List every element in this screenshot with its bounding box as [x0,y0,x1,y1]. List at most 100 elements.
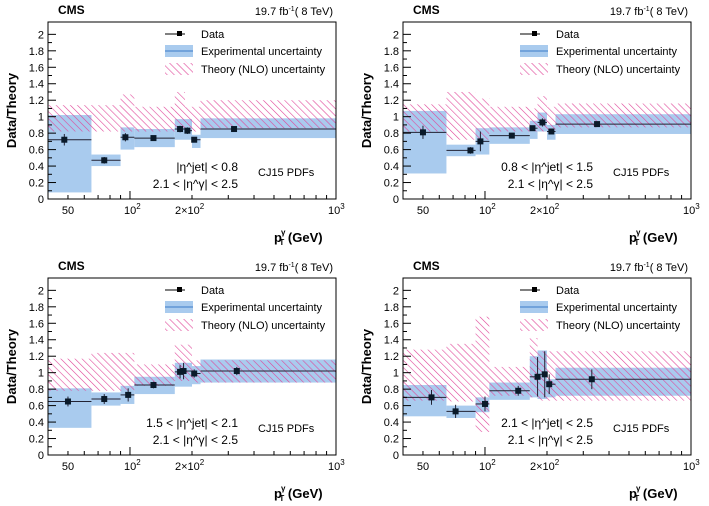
data-marker [452,408,459,415]
legend-data-marker [177,287,182,292]
theory-uncertainty-band [446,91,476,140]
x-axis-label: pγ T (GeV) [629,484,678,503]
y-tick-label: 0 [38,450,44,462]
exp: 2 [491,202,496,211]
legend-data: Data [556,29,580,41]
data-point [555,121,691,128]
base: 10 [683,461,695,473]
x-axis-label: pγ T (GeV) [274,228,323,247]
y-tick-label: 1.4 [384,79,399,91]
y-tick-label: 0.4 [29,417,44,429]
base: 10 [479,205,491,217]
region-jet-label: 0.8 < |η^jet| < 1.5 [501,160,593,174]
theory-uncertainty-band [403,349,447,401]
legend-theory-swatch [520,319,548,331]
legend: Data Experimental uncertainty Theory (NLO)… [520,29,681,76]
sup: γ [636,484,641,493]
base: 10 [328,461,340,473]
data-marker [180,368,187,375]
data-marker [191,136,198,143]
region-gamma-label: 2.1 < |η^γ| < 2.5 [508,177,594,191]
data-point [489,385,530,396]
y-tick-label: 1 [393,112,399,124]
data-point [540,351,548,398]
x-tick-label-100: 102 [479,458,496,473]
exp: 3 [340,458,345,467]
data-point [446,404,476,418]
exp: 3 [695,202,700,211]
data-point [200,366,336,376]
theory-uncertainty-band [537,96,547,132]
sup: -1 [288,6,294,13]
y-tick-label: 1.2 [29,351,44,363]
sup: -1 [643,6,649,13]
x-tick-label: 50 [417,461,429,473]
y-tick-label: 0.6 [29,401,44,413]
data-marker [594,121,601,128]
legend-theory: Theory (NLO) uncertainty [201,64,326,76]
y-tick-label: 0.6 [384,401,399,413]
data-marker [467,147,474,154]
region-gamma-label: 2.1 < |η^γ| < 2.5 [153,177,239,191]
lumi-label: 19.7 fb-1( 8 TeV) [610,6,688,18]
lumi: 19.7 fb [610,262,644,274]
p: p [629,486,637,501]
theory-uncertainty-band [475,98,490,140]
theory-uncertainty-band [91,352,135,391]
data-point [475,131,490,152]
y-tick-label: 1.6 [384,318,399,330]
y-tick-label: 0.2 [384,178,399,190]
data-marker [177,126,184,133]
y-tick-label: 1.2 [384,351,399,363]
exp: 2 [136,202,141,211]
theory-uncertainty-band [547,106,556,130]
x-tick-label: 50 [417,205,429,217]
data-marker [477,138,484,145]
legend-data-marker [532,31,537,36]
x-tick-label: 50 [62,205,74,217]
data-marker [184,127,191,134]
data-point [91,394,121,404]
region-jet-label: |η^jet| < 0.8 [176,160,238,174]
region-gamma-label: 2.1 < |η^γ| < 2.5 [508,433,594,447]
data-point [91,157,121,164]
data-marker [588,376,595,383]
y-tick-label: 1 [38,112,44,124]
y-tick-label: 0.2 [29,434,44,446]
y-tick-label: 1.6 [384,62,399,74]
pdf-label: CJ15 PDFs [258,167,315,179]
lumi: 19.7 fb [255,262,289,274]
mant: 2 [530,205,536,217]
y-tick-label: 0 [38,194,44,206]
theory-uncertainty-band [475,316,490,432]
y-tick-label: 0.8 [29,128,44,140]
y-tick-label: 0.6 [384,145,399,157]
x-tick-label-100: 102 [124,458,141,473]
legend-theory: Theory (NLO) uncertainty [201,320,326,332]
data-marker [101,396,108,403]
data-point [555,369,691,390]
base: 10 [328,205,340,217]
data-marker [515,387,522,394]
unit: (GeV) [639,230,677,245]
sub: T [634,494,639,503]
data-marker [508,132,515,139]
exp-uncertainty-band [48,388,92,428]
theory-uncertainty-band [185,106,201,132]
y-axis-label: Data/Theory [359,328,374,404]
y-tick-label: 0.4 [29,161,44,173]
data-point [120,133,135,142]
data-marker [231,126,238,133]
theory-uncertainty-band [48,358,92,391]
data-marker [233,368,240,375]
data-marker [61,136,68,143]
sup: γ [281,228,286,237]
data-point [48,133,92,146]
times: ×10 [536,461,555,473]
theory-uncertainty-band [446,343,476,402]
legend-theory-swatch [165,319,193,331]
y-tick-label: 0.4 [384,161,399,173]
y-tick-label: 0.4 [384,417,399,429]
theory-uncertainty-band [134,106,175,132]
